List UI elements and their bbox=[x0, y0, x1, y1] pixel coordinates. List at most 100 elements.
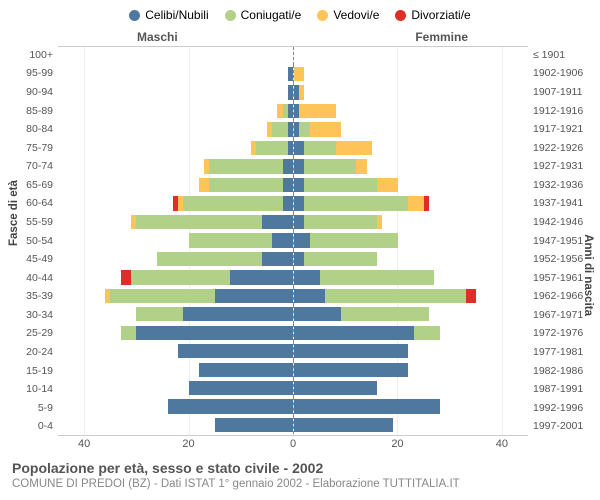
legend-label: Celibi/Nubili bbox=[145, 8, 208, 22]
bar-segment-coniugati bbox=[304, 196, 408, 210]
bar-segment-vedovi bbox=[408, 196, 424, 210]
birth-year-tick: 1967-1971 bbox=[528, 306, 588, 325]
birth-year-tick: 1952-1956 bbox=[528, 250, 588, 269]
female-label: Femmine bbox=[415, 30, 468, 44]
bar-segment-coniugati bbox=[341, 307, 429, 321]
birth-year-tick: 1922-1926 bbox=[528, 138, 588, 157]
x-axis: 402002040 bbox=[58, 436, 528, 454]
pyramid-row bbox=[58, 360, 528, 378]
bar-segment-vedovi bbox=[199, 178, 209, 192]
x-axis-tick: 20 bbox=[391, 438, 403, 450]
bar-segment-celibi bbox=[178, 344, 293, 358]
x-axis-tick: 40 bbox=[78, 438, 90, 450]
bar-segment-vedovi bbox=[377, 178, 398, 192]
pyramid-row bbox=[58, 342, 528, 360]
bar-segment-coniugati bbox=[304, 159, 356, 173]
population-pyramid-chart: Celibi/Nubili Coniugati/e Vedovi/e Divorzia… bbox=[0, 0, 600, 500]
age-group-tick: 5-9 bbox=[12, 398, 58, 417]
bar-segment-coniugati bbox=[304, 141, 335, 155]
pyramid-row bbox=[58, 176, 528, 194]
female-bar bbox=[293, 397, 528, 415]
female-bar bbox=[293, 47, 528, 65]
y-axis-left-label: Fasce di età bbox=[8, 180, 20, 246]
bar-segment-coniugati bbox=[157, 252, 261, 266]
male-bar bbox=[58, 157, 293, 175]
female-bar bbox=[293, 360, 528, 378]
age-group-tick: 35-39 bbox=[12, 287, 58, 306]
birth-year-tick: 1907-1911 bbox=[528, 83, 588, 102]
bar-segment-celibi bbox=[283, 178, 293, 192]
birth-year-tick: 1947-1951 bbox=[528, 231, 588, 250]
birth-year-tick: 1957-1961 bbox=[528, 268, 588, 287]
bar-segment-coniugati bbox=[256, 141, 287, 155]
age-group-tick: 95-99 bbox=[12, 64, 58, 83]
pyramid-row bbox=[58, 416, 528, 434]
bar-segment-coniugati bbox=[136, 307, 183, 321]
pyramid-row bbox=[58, 231, 528, 249]
age-group-tick: 100+ bbox=[12, 46, 58, 65]
legend-swatch bbox=[225, 10, 236, 21]
legend: Celibi/Nubili Coniugati/e Vedovi/e Divorzia… bbox=[12, 8, 588, 24]
male-bar bbox=[58, 65, 293, 83]
age-group-tick: 80-84 bbox=[12, 120, 58, 139]
bar-segment-celibi bbox=[294, 141, 304, 155]
bar-segment-celibi bbox=[294, 307, 341, 321]
male-bar bbox=[58, 176, 293, 194]
male-bar bbox=[58, 83, 293, 101]
pyramid-row bbox=[58, 213, 528, 231]
bar-segment-coniugati bbox=[299, 122, 309, 136]
birth-year-tick: 1932-1936 bbox=[528, 176, 588, 195]
bar-segment-celibi bbox=[272, 233, 293, 247]
x-axis-tick: 0 bbox=[290, 438, 296, 450]
bar-segment-celibi bbox=[294, 252, 304, 266]
age-group-tick: 45-49 bbox=[12, 250, 58, 269]
bar-segment-vedovi bbox=[299, 104, 335, 118]
bar-segment-vedovi bbox=[377, 215, 382, 229]
legend-swatch bbox=[129, 10, 140, 21]
legend-label: Divorziati/e bbox=[411, 8, 470, 22]
birth-year-tick: 1987-1991 bbox=[528, 380, 588, 399]
male-bar bbox=[58, 194, 293, 212]
pyramid-row bbox=[58, 47, 528, 65]
pyramid-row bbox=[58, 194, 528, 212]
y-axis-right-label: Anni di nascita bbox=[582, 234, 594, 316]
legend-label: Vedovi/e bbox=[333, 8, 379, 22]
birth-year-tick: 1937-1941 bbox=[528, 194, 588, 213]
x-axis-tick: 40 bbox=[496, 438, 508, 450]
birth-year-tick: 1962-1966 bbox=[528, 287, 588, 306]
plot-area: Fasce di età Anni di nascita 100+95-9990… bbox=[12, 46, 588, 436]
birth-year-tick: 1992-1996 bbox=[528, 398, 588, 417]
bar-segment-celibi bbox=[294, 344, 408, 358]
pyramid-row bbox=[58, 102, 528, 120]
bar-segment-celibi bbox=[136, 326, 293, 340]
male-bar bbox=[58, 102, 293, 120]
bar-segment-celibi bbox=[294, 178, 304, 192]
pyramid-row bbox=[58, 268, 528, 286]
bar-segment-celibi bbox=[215, 418, 293, 432]
age-group-tick: 20-24 bbox=[12, 343, 58, 362]
legend-item: Coniugati/e bbox=[225, 8, 302, 22]
bar-segment-coniugati bbox=[304, 215, 377, 229]
age-group-tick: 10-14 bbox=[12, 380, 58, 399]
female-bar bbox=[293, 120, 528, 138]
male-bar bbox=[58, 416, 293, 434]
female-bar bbox=[293, 157, 528, 175]
male-bar bbox=[58, 305, 293, 323]
age-group-tick: 30-34 bbox=[12, 306, 58, 325]
bar-segment-celibi bbox=[283, 159, 293, 173]
age-group-tick: 75-79 bbox=[12, 138, 58, 157]
pyramid-row bbox=[58, 139, 528, 157]
legend-item: Celibi/Nubili bbox=[129, 8, 208, 22]
age-group-tick: 25-29 bbox=[12, 324, 58, 343]
pyramid-row bbox=[58, 157, 528, 175]
birth-year-tick: 1982-1986 bbox=[528, 361, 588, 380]
bar-segment-celibi bbox=[168, 399, 293, 413]
bar-segment-celibi bbox=[294, 270, 320, 284]
bar-segment-coniugati bbox=[325, 289, 465, 303]
bar-segment-celibi bbox=[262, 252, 293, 266]
bar-segment-celibi bbox=[294, 326, 414, 340]
bar-segment-divorziati bbox=[424, 196, 429, 210]
birth-year-tick: 1917-1921 bbox=[528, 120, 588, 139]
bar-segment-coniugati bbox=[272, 122, 288, 136]
bar-segment-celibi bbox=[294, 159, 304, 173]
